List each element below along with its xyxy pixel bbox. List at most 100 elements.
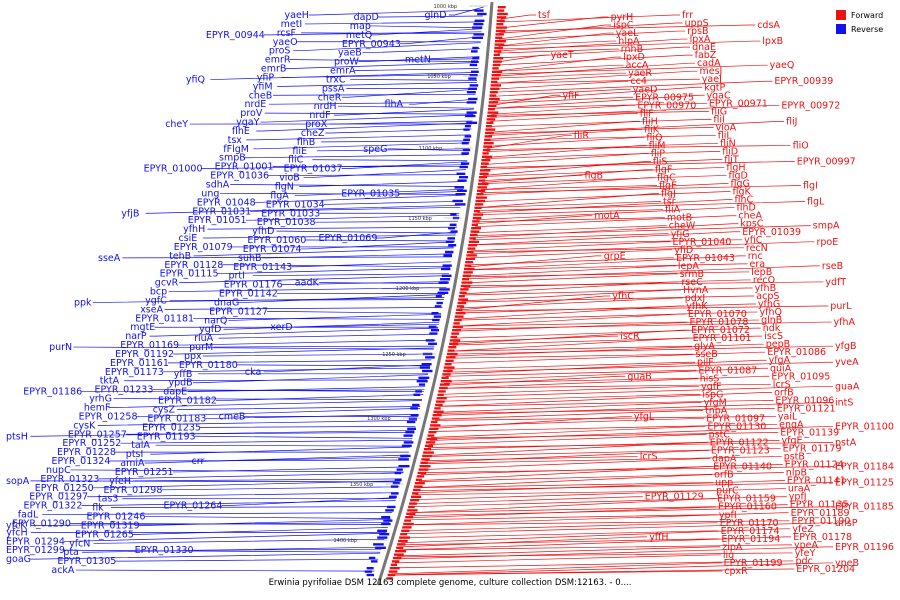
forward-gene-label: fliJ [786,116,797,127]
forward-gene-arrow [435,400,445,403]
label-leader-line [465,273,678,284]
reverse-gene-arrow [463,128,470,131]
forward-gene-arrow [467,250,474,254]
label-leader-line [81,389,425,393]
label-leader-line [451,337,691,352]
label-leader-line [438,400,774,407]
reverse-gene-label: flgN [275,181,294,192]
reverse-gene-arrow [441,267,451,271]
reverse-gene-label: proS [269,46,291,57]
reverse-gene-arrow [455,193,466,196]
forward-gene-label: dnaE [692,42,716,53]
forward-gene-label: uraA [788,484,811,495]
forward-gene-label: recO [753,275,775,286]
reverse-gene-arrow [466,111,477,114]
label-leader-line [417,482,714,489]
label-leader-line [434,416,776,421]
label-leader-line [429,58,480,60]
label-leader-line [253,142,470,150]
forward-gene-arrow [471,227,482,230]
reverse-gene-label: EPYR_01186 [23,387,82,398]
label-leader-line [205,414,419,419]
forward-gene-label: EPYR_01086 [767,347,826,358]
forward-gene-label: cheA [738,211,762,222]
reverse-gene-arrow [466,101,477,104]
label-leader-line [447,361,695,370]
reverse-gene-arrow [462,148,471,152]
forward-gene-arrow [461,281,473,284]
forward-gene-arrow [481,155,493,158]
forward-gene-label: flgK [733,187,752,198]
label-leader-line [342,88,477,98]
forward-gene-label: fliG [711,106,727,117]
forward-gene-label: EPYR_01125 [835,478,894,489]
label-leader-line [341,161,468,170]
forward-gene-arrow [458,298,468,301]
reverse-gene-label: EPYR_01235 [142,422,201,433]
label-leader-line [436,402,702,413]
label-leader-line [423,456,782,464]
forward-gene-label: flgL [807,197,825,208]
label-leader-line [491,94,705,109]
label-leader-line [120,439,413,444]
reverse-gene-label: metN [405,55,431,66]
forward-swatch [836,10,846,20]
reverse-gene-label: ptsH [6,431,28,442]
reverse-gene-label: cka [245,367,261,378]
label-leader-line [81,500,396,506]
label-leader-line [435,410,703,420]
forward-gene-label: pstB [784,452,805,463]
forward-gene-arrow [457,301,467,305]
forward-gene-label: cdsA [757,20,780,31]
reverse-gene-label: EPYR_01173 [105,367,164,378]
reverse-gene-label: dnaG [214,297,239,308]
forward-gene-arrow [470,230,480,233]
forward-gene-arrow [397,543,406,546]
label-leader-line [168,359,432,364]
forward-gene-arrow [398,539,408,543]
forward-gene-label: EPYR_01124 [785,460,844,471]
label-leader-line [451,345,693,352]
label-leader-line [468,257,675,266]
reverse-gene-label: EPYR_01319 [81,520,140,531]
forward-gene-arrow [402,526,412,529]
label-leader-line [97,419,418,426]
label-leader-line [136,408,421,417]
label-leader-line [453,335,619,343]
forward-gene-label: ispG [702,389,723,400]
forward-gene-arrow [496,26,507,29]
forward-gene-label: fliP [651,148,666,159]
reverse-gene-arrow [472,57,480,60]
reverse-gene-arrow [464,135,472,138]
forward-gene-label: pdxJ [685,293,705,304]
label-leader-line [202,234,456,239]
forward-gene-label: yfgE [782,436,803,447]
forward-gene-arrow [489,97,500,101]
forward-gene-label: ispC [613,20,634,31]
reverse-gene-label: trxC [326,74,346,85]
label-leader-line [421,466,833,473]
forward-gene-label: fabZ [695,50,717,61]
reverse-gene-arrow [461,152,469,155]
label-leader-line [487,137,645,147]
reverse-gene-arrow [468,87,477,90]
forward-gene-arrow [412,492,419,495]
label-leader-line [450,345,833,355]
reverse-gene-label: yfiM [253,81,273,92]
label-leader-line [277,82,477,87]
forward-gene-arrow [467,247,476,250]
reverse-gene-label: yfhH [183,224,205,235]
reverse-gene-arrow [418,376,430,379]
forward-gene-arrow [472,220,480,223]
label-leader-line [370,28,482,36]
reverse-gene-arrow [385,509,394,512]
reverse-gene-label: EPYR_01251 [115,467,174,478]
label-leader-line [498,32,614,47]
label-leader-line [478,193,659,208]
label-leader-line [488,121,784,136]
forward-gene-arrow [450,335,458,339]
forward-gene-label: era [750,259,766,270]
label-leader-line [30,552,381,560]
label-leader-line [485,151,721,159]
label-leader-line [316,148,469,152]
